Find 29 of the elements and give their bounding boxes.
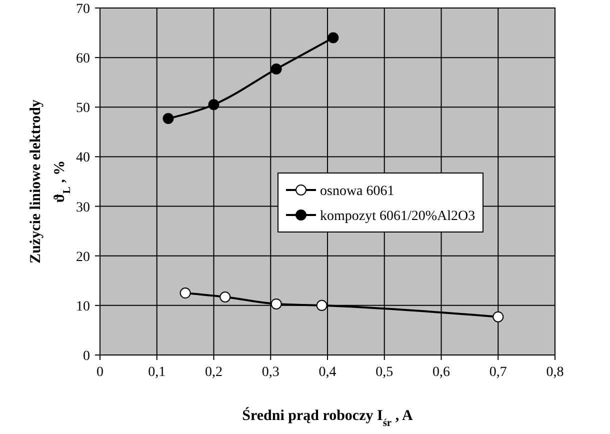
y-tick-label: 70	[76, 2, 90, 17]
point	[180, 288, 191, 299]
x-tick-label: 0,1	[148, 365, 166, 380]
x-tick-label: 0,5	[376, 365, 394, 380]
y-tick-label: 40	[76, 150, 90, 166]
x-tick-label: 0	[96, 365, 104, 380]
point	[270, 298, 282, 310]
legend-label: kompozyt 6061/20%Al2O3	[320, 209, 476, 224]
point	[270, 63, 282, 74]
legend-label: osnowa 6061	[320, 184, 394, 199]
x-tick-label: 0,2	[205, 365, 222, 380]
point	[316, 300, 328, 311]
point	[492, 311, 504, 322]
x-tick-label: 0,8	[546, 365, 564, 380]
x-axis-title: Średni prąd roboczy I$_{śr}$ , A	[242, 407, 414, 428]
point	[220, 292, 231, 302]
x-tick-label: 0,6	[432, 365, 450, 380]
x-tick-label: 0,7	[489, 365, 507, 380]
y-tick-label: 50	[76, 101, 90, 116]
point	[328, 32, 339, 44]
y-tick-label: 0	[83, 349, 90, 364]
point	[162, 113, 174, 124]
y-tick-label: 10	[76, 299, 90, 314]
y-tick-label: 20	[76, 250, 90, 265]
y-tick-label: 30	[76, 200, 90, 216]
x-tick-label: 0,3	[262, 365, 280, 380]
x-tick-label: 0,4	[318, 365, 336, 380]
point	[208, 99, 220, 110]
y-tick-label: 60	[76, 52, 90, 67]
